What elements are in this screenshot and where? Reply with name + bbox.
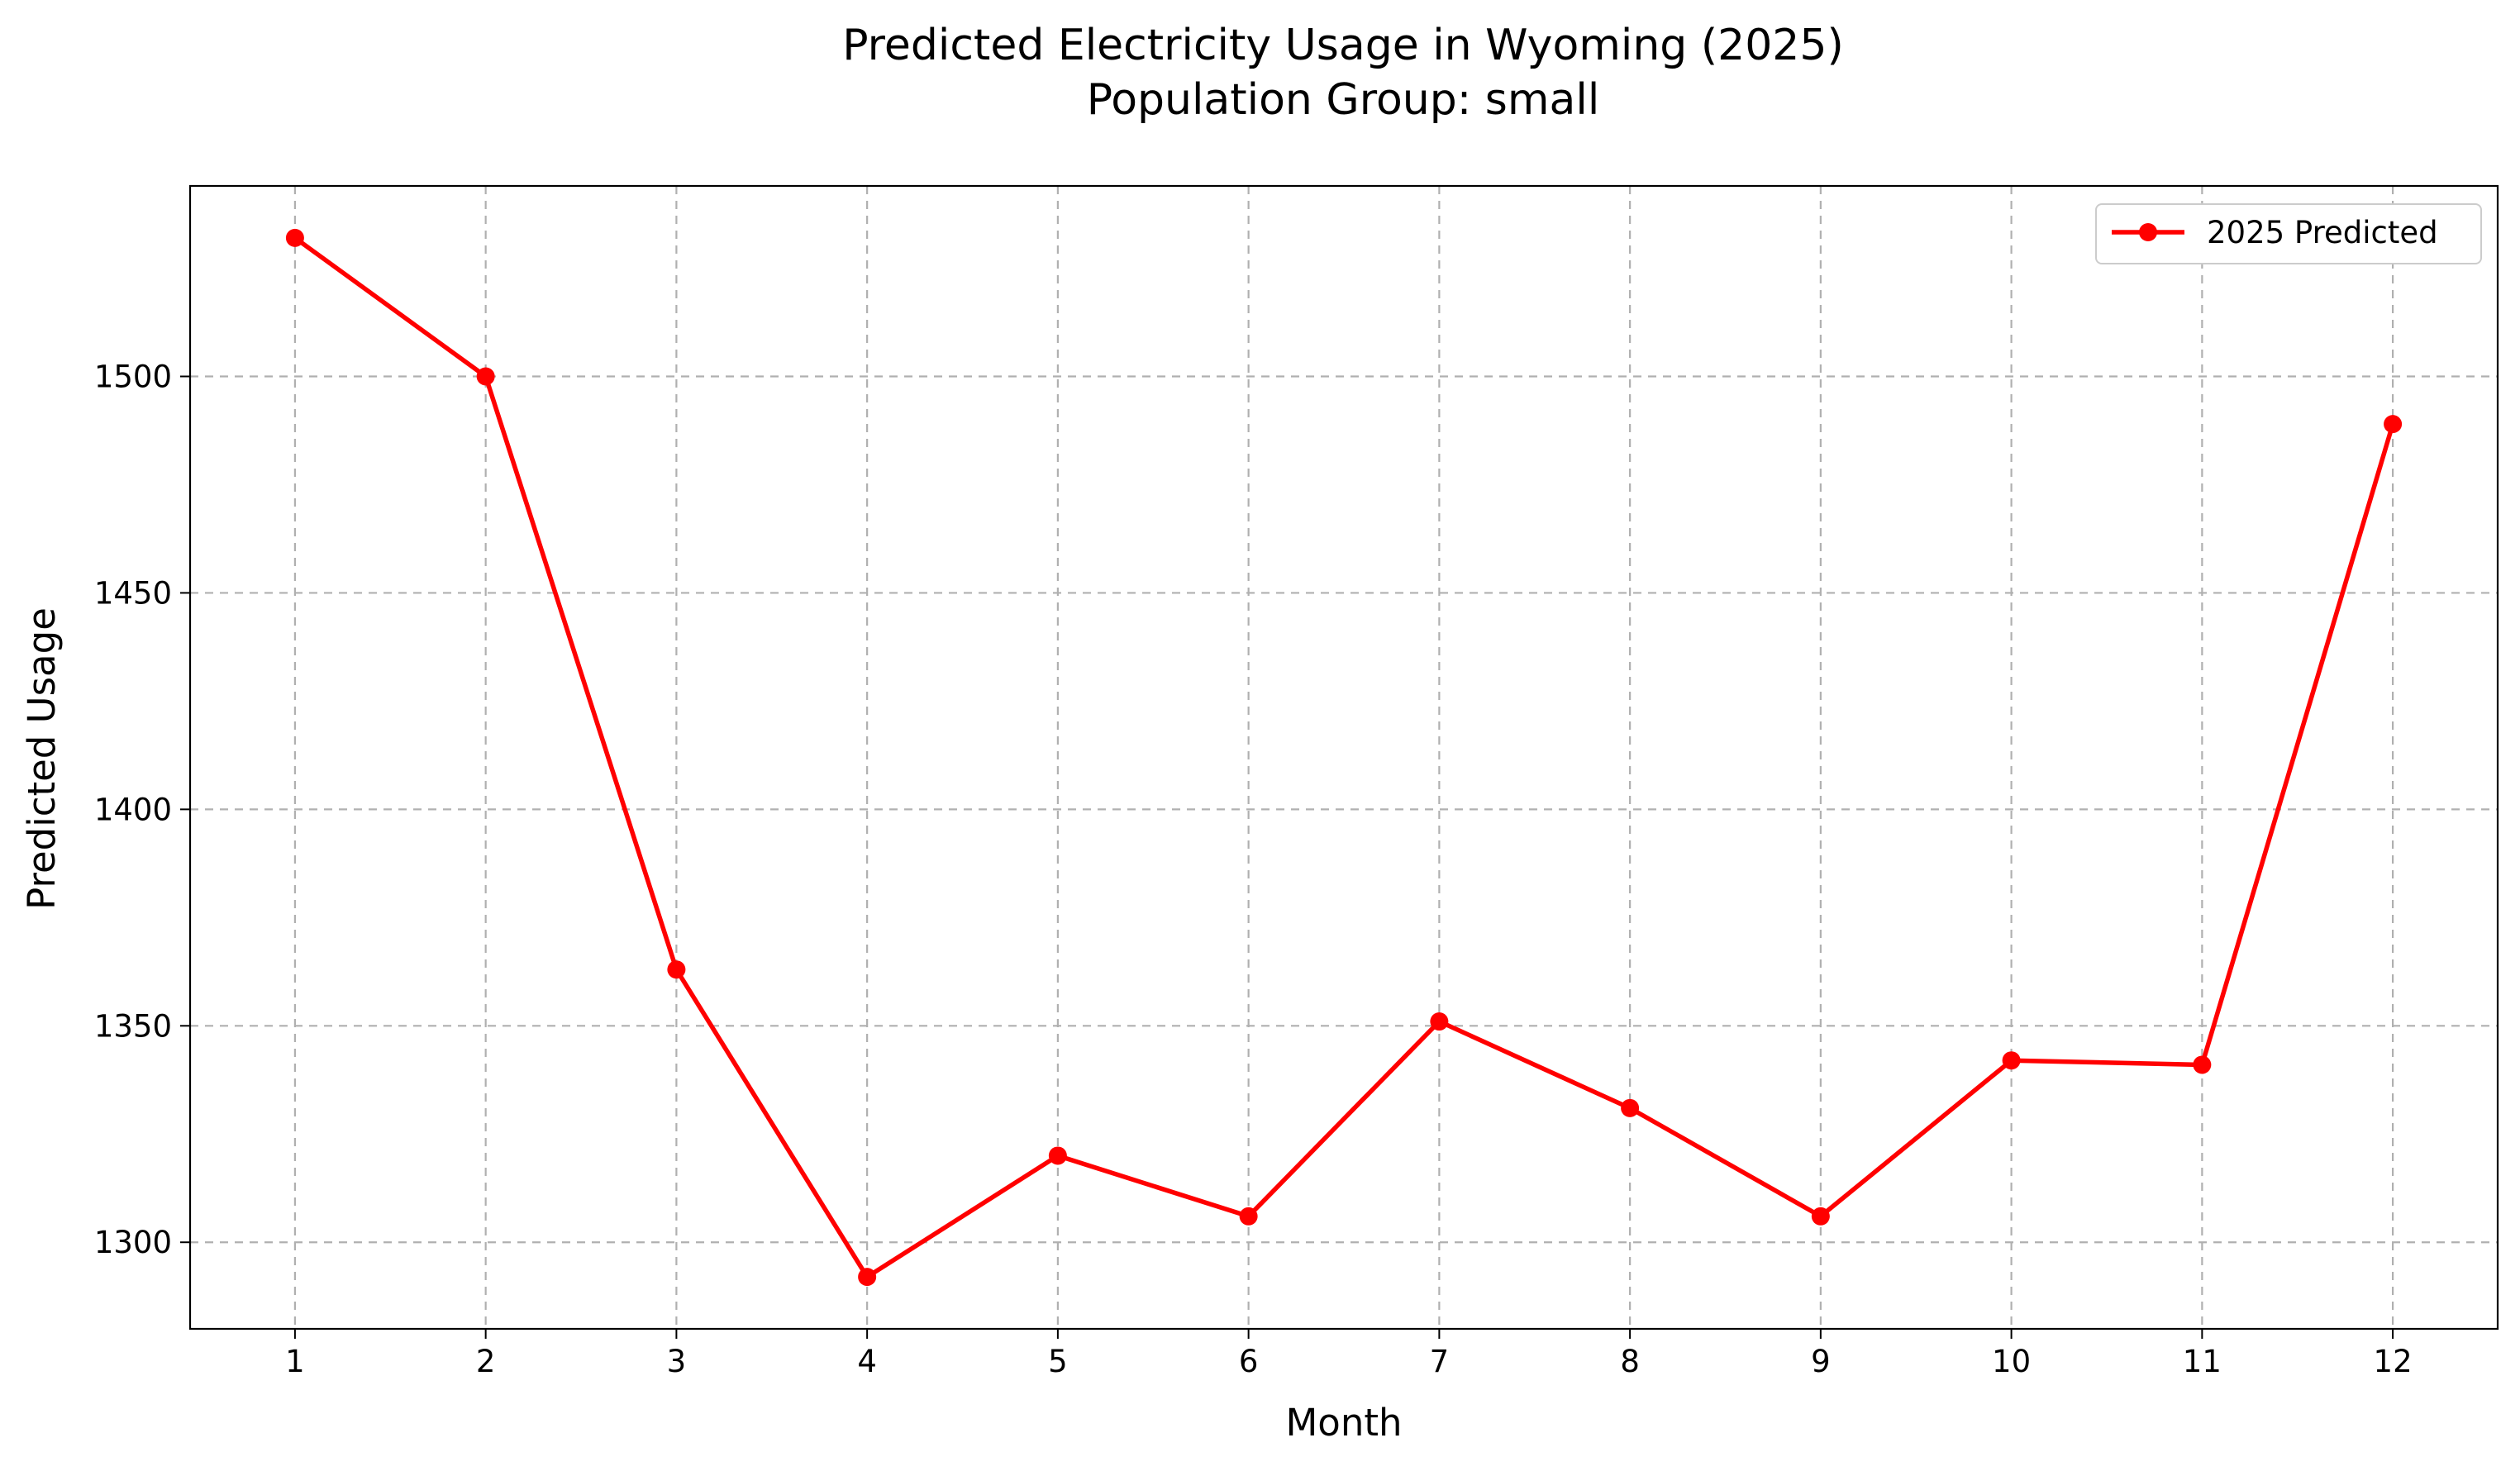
data-point	[1430, 1012, 1449, 1031]
y-tick-label: 1500	[94, 359, 172, 395]
legend-entry-label: 2025 Predicted	[2207, 215, 2438, 250]
x-tick-label: 3	[667, 1344, 687, 1379]
data-point	[285, 228, 304, 247]
y-tick-label: 1350	[94, 1008, 172, 1044]
x-tick-label: 1	[285, 1344, 305, 1379]
x-tick-label: 5	[1048, 1344, 1068, 1379]
data-point	[1621, 1098, 1640, 1117]
y-tick-label: 1400	[94, 792, 172, 827]
data-point	[1239, 1207, 1258, 1226]
chart-title: Predicted Electricity Usage in Wyoming (…	[842, 21, 1844, 70]
grid-lines	[190, 186, 2498, 1329]
legend: 2025 Predicted	[2095, 203, 2482, 264]
x-tick-label: 7	[1430, 1344, 1450, 1379]
plot-area-frame	[188, 184, 2499, 1331]
x-tick-label: 12	[2374, 1344, 2413, 1379]
series-line	[293, 236, 2395, 1279]
data-point	[2384, 415, 2403, 434]
y-tick-label: 1450	[94, 575, 172, 611]
data-series	[285, 228, 2403, 1287]
data-point	[1811, 1207, 1830, 1226]
data-point	[476, 367, 495, 386]
data-point	[2193, 1055, 2212, 1074]
x-axis-label: Month	[1285, 1401, 1402, 1445]
x-tick-label: 6	[1239, 1344, 1259, 1379]
y-tick-label: 1300	[94, 1225, 172, 1260]
y-axis-label: Predicted Usage	[20, 607, 64, 910]
legend-marker	[2139, 223, 2157, 241]
x-tick-label: 9	[1811, 1344, 1831, 1379]
x-tick-label: 4	[857, 1344, 877, 1379]
data-point	[2002, 1051, 2021, 1070]
x-tick-label: 8	[1620, 1344, 1640, 1379]
data-point	[858, 1268, 877, 1287]
x-tick-label: 10	[1992, 1344, 2031, 1379]
data-point	[667, 960, 686, 979]
legend-box	[2095, 203, 2482, 264]
x-tick-label: 2	[476, 1344, 496, 1379]
chart-subtitle: Population Group: small	[1087, 75, 1600, 125]
x-tick-label: 11	[2183, 1344, 2222, 1379]
data-point	[1048, 1146, 1067, 1165]
